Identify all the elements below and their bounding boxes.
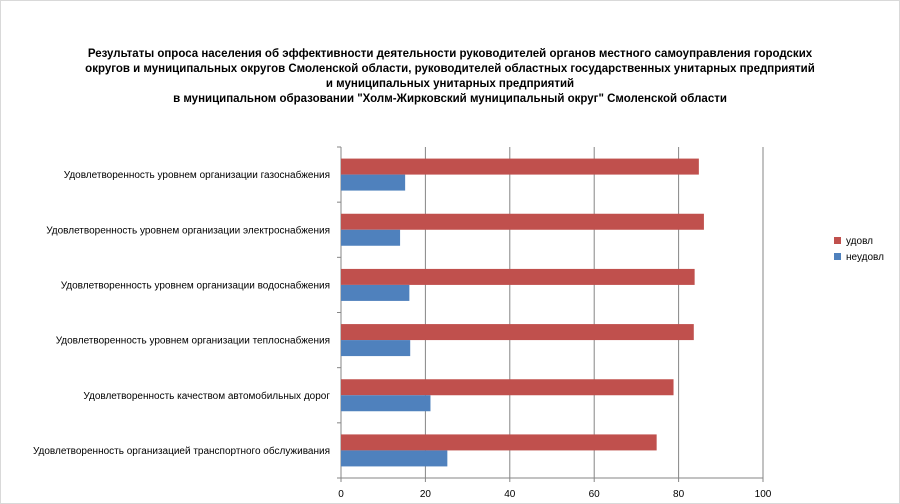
bars <box>341 158 704 467</box>
x-tick-label: 40 <box>504 489 516 500</box>
chart-title-line-3: и муниципальных унитарных предприятий <box>325 78 575 90</box>
legend: удовл неудовл <box>834 236 884 263</box>
chart-title: Результаты опроса населения об эффективн… <box>40 47 860 107</box>
category-label: Удовлетворенность уровнем организации га… <box>64 169 330 181</box>
x-tick-label: 0 <box>338 489 344 500</box>
chart-title-line-2: округов и муниципальных округов Смоленск… <box>85 63 815 75</box>
bar-neudovl <box>341 395 431 412</box>
bar-udovl <box>341 268 695 285</box>
chart-title-line-4: в муниципальном образовании "Холм-Жирков… <box>173 93 727 105</box>
category-label: Удовлетворенность организацией транспорт… <box>33 445 330 457</box>
x-tick-label: 80 <box>673 489 685 500</box>
category-label: Удовлетворенность уровнем организации во… <box>61 279 330 291</box>
x-tick-label: 100 <box>755 489 772 500</box>
bar-udovl <box>341 434 657 451</box>
bar-udovl <box>341 213 704 230</box>
legend-entry: удовл <box>846 236 873 247</box>
category-label: Удовлетворенность качеством автомобильны… <box>83 390 330 402</box>
gridlines <box>340 147 764 479</box>
x-tick-label: 20 <box>420 489 432 500</box>
bar-udovl <box>341 379 674 396</box>
category-labels: Удовлетворенность уровнем организации га… <box>33 146 341 479</box>
category-label: Удовлетворенность уровнем организации те… <box>56 335 330 347</box>
legend-entry: неудовл <box>846 252 884 263</box>
bar-udovl <box>341 158 699 175</box>
bar-udovl <box>341 324 694 341</box>
category-label: Удовлетворенность уровнем организации эл… <box>46 224 330 236</box>
bar-neudovl <box>341 174 406 191</box>
bar-neudovl <box>341 229 401 246</box>
bar-neudovl <box>341 450 448 467</box>
tick-labels: 0 20 40 60 80 100 <box>338 478 772 500</box>
x-tick-label: 60 <box>589 489 601 500</box>
bar-neudovl <box>341 340 411 357</box>
bar-neudovl <box>341 284 410 301</box>
legend-swatch <box>834 253 841 260</box>
chart-title-line-1: Результаты опроса населения об эффективн… <box>87 48 813 60</box>
legend-swatch <box>834 237 841 244</box>
